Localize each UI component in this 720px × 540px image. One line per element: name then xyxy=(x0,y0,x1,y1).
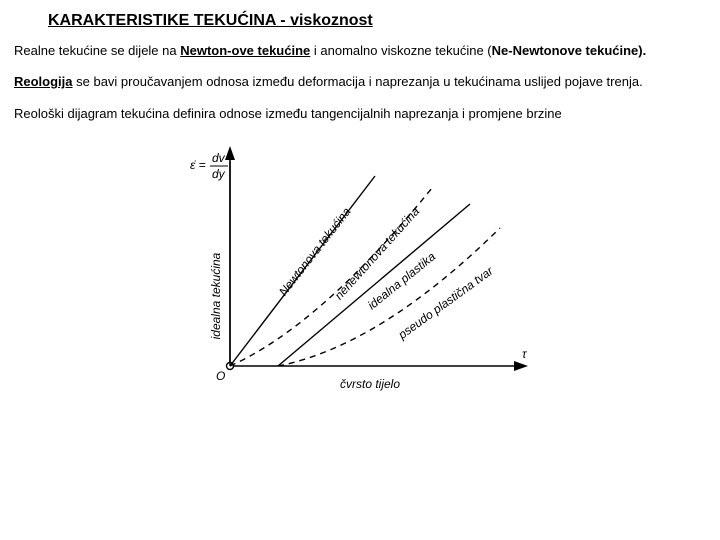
y-axis-arrow-icon xyxy=(225,146,235,160)
p2-text-a: Reologija xyxy=(14,74,73,89)
curves-group: idealna tekućinaNewtonova tekućinanenewt… xyxy=(209,162,500,366)
x-axis-arrow-icon xyxy=(514,361,528,371)
rheology-diagram: O ε̇ = dv dy τ čvrsto tijelo idealna tek… xyxy=(14,136,706,426)
p1-text-d: Ne-Newtonove tekućine). xyxy=(492,43,647,58)
x-axis-end-label: τ xyxy=(522,347,528,361)
y-label-eps: ε̇ = xyxy=(190,158,206,172)
p1-text-b: Newton-ove tekućine xyxy=(180,43,310,58)
x-axis-caption: čvrsto tijelo xyxy=(340,377,400,391)
p2-text-b: se bavi proučavanjem odnosa između defor… xyxy=(73,74,643,89)
y-axis-label: ε̇ = dv dy xyxy=(190,151,228,181)
curve-3 xyxy=(278,204,470,366)
y-label-dy: dy xyxy=(212,167,226,181)
paragraph-1: Realne tekućine se dijele na Newton-ove … xyxy=(14,42,706,60)
paragraph-2: Reologija se bavi proučavanjem odnosa iz… xyxy=(14,73,706,91)
p1-text-c: i anomalno viskozne tekućine ( xyxy=(310,43,491,58)
p1-text-a: Realne tekućine se dijele na xyxy=(14,43,180,58)
page-title: KARAKTERISTIKE TEKUĆINA - viskoznost xyxy=(48,10,706,32)
paragraph-3: Reološki dijagram tekućina definira odno… xyxy=(14,105,706,123)
y-label-dv: dv xyxy=(212,151,226,165)
curve-label-0: idealna tekućina xyxy=(209,253,223,340)
origin-label: O xyxy=(216,369,225,383)
